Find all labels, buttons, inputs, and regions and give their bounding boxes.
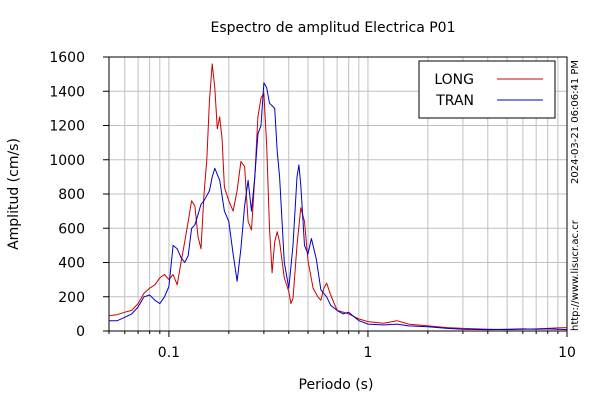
timestamp-label: 2024-03-21 06:06:41 PM [570, 60, 581, 184]
series-line-long [108, 63, 568, 331]
y-tick-label: 1200 [49, 119, 85, 135]
y-axis-label: Amplitud (cm/s) [6, 138, 22, 250]
x-tick-label: 1 [363, 345, 372, 361]
legend: LONG TRAN [418, 60, 556, 119]
x-axis-label: Periodo (s) [299, 377, 374, 393]
legend-items: LONG TRAN [434, 72, 543, 109]
y-tick-label: 200 [58, 290, 85, 306]
y-tick-label: 0 [76, 324, 85, 340]
y-axis: 0 200 400 600 800 1000 1200 1400 1600 [49, 50, 109, 340]
x-axis: 0.1 1 10 [108, 331, 576, 361]
y-tick-label: 800 [58, 187, 85, 203]
chart-title: Espectro de amplitud Electrica P01 [211, 20, 456, 36]
source-url-label: http://www.lisucr.ac.cr [570, 219, 581, 331]
series-lines [108, 63, 568, 331]
x-tick-label: 0.1 [158, 345, 180, 361]
y-tick-label: 400 [58, 256, 85, 272]
y-tick-label: 1000 [49, 153, 85, 169]
y-tick-label: 1600 [49, 50, 85, 66]
y-tick-label: 1400 [49, 84, 85, 100]
y-tick-label: 600 [58, 221, 85, 237]
series-line-tran [109, 82, 568, 331]
legend-label-tran: TRAN [435, 93, 474, 109]
x-tick-label: 10 [558, 345, 576, 361]
legend-label-long: LONG [434, 72, 474, 88]
legend-box [418, 60, 556, 119]
